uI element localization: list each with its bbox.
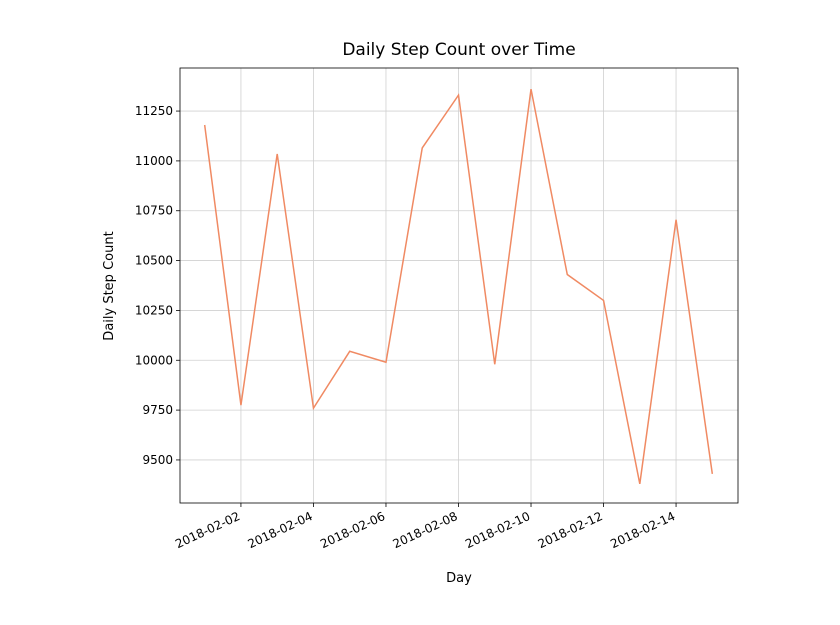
y-tick-label: 9750	[142, 403, 173, 417]
x-axis-label: Day	[446, 571, 472, 586]
data-line	[203, 88, 714, 485]
plot-frame	[179, 67, 739, 504]
chart-title: Daily Step Count over Time	[342, 40, 575, 60]
y-tick-label: 9500	[142, 453, 173, 467]
y-tick-label: 10000	[135, 353, 173, 367]
y-tick-label: 10750	[135, 204, 173, 218]
y-axis-label: Daily Step Count	[102, 231, 117, 340]
y-tick-label: 11000	[135, 154, 173, 168]
y-tick-label: 11250	[135, 104, 173, 118]
y-tick-label: 10500	[135, 254, 173, 268]
y-tick-label: 10250	[135, 303, 173, 317]
